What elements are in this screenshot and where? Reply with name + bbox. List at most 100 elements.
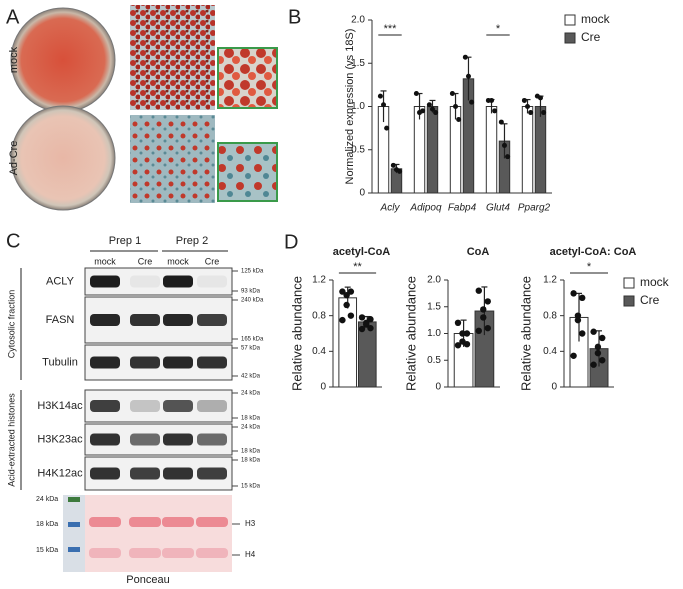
marker-label: 24 kDa <box>241 425 261 431</box>
data-point <box>363 321 370 328</box>
chart-title: acetyl-CoA: CoA <box>550 246 637 258</box>
blot-band <box>163 275 193 288</box>
data-point <box>343 291 350 299</box>
y-tick-label: 2.0 <box>351 15 365 26</box>
data-point <box>397 168 403 174</box>
y-tick-label: 0.8 <box>543 310 557 321</box>
legend-label: mock <box>581 12 611 26</box>
data-point <box>463 330 471 337</box>
marker-label: 15 kDa <box>241 484 261 490</box>
marker-label: 125 kDa <box>241 269 264 275</box>
band-label: H3 <box>245 519 256 528</box>
y-tick-label: 0 <box>551 382 557 393</box>
marker-label: 42 kDa <box>241 374 261 380</box>
blot-label: ACLY <box>46 275 75 287</box>
ponceau-band <box>162 548 194 558</box>
y-tick-label: 1.5 <box>351 58 365 69</box>
row-label: mock <box>8 46 20 73</box>
y-axis-label: Relative abundance <box>289 276 304 391</box>
prep-label: Prep 1 <box>109 235 141 247</box>
blot-band <box>90 467 120 480</box>
inset <box>217 142 278 202</box>
data-point <box>463 341 471 348</box>
lane-label: Cre <box>205 256 220 266</box>
data-point <box>492 108 498 114</box>
blot-band <box>163 433 193 446</box>
blot-band <box>197 275 227 288</box>
bar <box>521 106 534 194</box>
marker-label: 18 kDa <box>241 458 261 464</box>
band-label: H4 <box>245 550 256 559</box>
ladder-band <box>68 497 80 502</box>
data-point <box>574 312 582 319</box>
blot-label: Tubulin <box>42 356 78 368</box>
panel-letter: C <box>6 230 20 252</box>
data-point <box>537 95 543 101</box>
blot-band <box>197 433 227 446</box>
blot-band <box>163 314 193 326</box>
y-tick-label: 0.4 <box>543 346 557 357</box>
legend-swatch <box>564 32 576 44</box>
data-point <box>343 301 350 309</box>
data-point <box>599 357 606 364</box>
blot-band <box>197 356 227 369</box>
y-tick-label: 0.5 <box>351 144 365 155</box>
data-point <box>456 116 462 122</box>
data-point <box>498 119 504 125</box>
blot-band <box>163 467 193 480</box>
bar <box>338 297 358 388</box>
data-point <box>413 91 419 97</box>
lane-label: mock <box>94 256 116 266</box>
data-point <box>347 288 355 295</box>
blot-band <box>90 433 120 446</box>
bar <box>426 106 439 194</box>
bar <box>485 106 498 194</box>
inset <box>217 47 278 109</box>
marker-label: 240 kDa <box>241 298 264 304</box>
blot-band <box>90 356 120 369</box>
ponceau-marker: 24 kDa <box>36 496 58 503</box>
data-point <box>381 102 387 108</box>
y-tick-label: 0 <box>435 382 441 393</box>
marker-label: 24 kDa <box>241 391 261 397</box>
x-tick-label: Acly <box>380 203 401 214</box>
ponceau-band <box>196 517 228 527</box>
blot-band <box>90 400 120 412</box>
data-point <box>505 154 511 160</box>
legend-swatch <box>564 14 576 26</box>
data-point <box>454 319 462 326</box>
micrograph <box>130 115 215 203</box>
y-tick-label: 0.4 <box>312 346 326 357</box>
data-point <box>449 91 455 97</box>
data-point <box>484 324 491 332</box>
data-point <box>339 316 346 324</box>
ponceau-marker: 18 kDa <box>36 521 58 528</box>
significance-label: ** <box>353 261 362 273</box>
legend-label: Cre <box>581 30 601 44</box>
legend-label: Cre <box>640 293 660 307</box>
blot-label: FASN <box>46 314 75 326</box>
data-point <box>429 106 435 112</box>
marker-label: 18 kDa <box>241 449 261 455</box>
panel-letter: A <box>6 6 20 28</box>
blot-band <box>130 433 160 446</box>
dish-image <box>10 7 116 113</box>
data-point <box>377 93 383 99</box>
data-point <box>480 306 487 313</box>
blot-band <box>130 467 160 480</box>
y-tick-label: 2.0 <box>427 275 441 286</box>
blot-label: H3K14ac <box>37 400 83 412</box>
y-tick-label: 0.5 <box>427 355 441 366</box>
panel-c <box>63 495 232 572</box>
data-point <box>501 142 507 148</box>
y-tick-label: 1.2 <box>543 275 557 286</box>
legend-swatch <box>623 277 635 289</box>
panel-a: mock Ad-Cre <box>8 5 278 211</box>
ponceau-label: Ponceau <box>126 574 169 586</box>
row-label: Ad-Cre <box>8 141 20 176</box>
data-point <box>574 316 582 324</box>
significance-label: * <box>587 261 592 273</box>
data-point <box>521 97 527 103</box>
blot-band <box>130 356 160 369</box>
data-point <box>528 110 534 116</box>
